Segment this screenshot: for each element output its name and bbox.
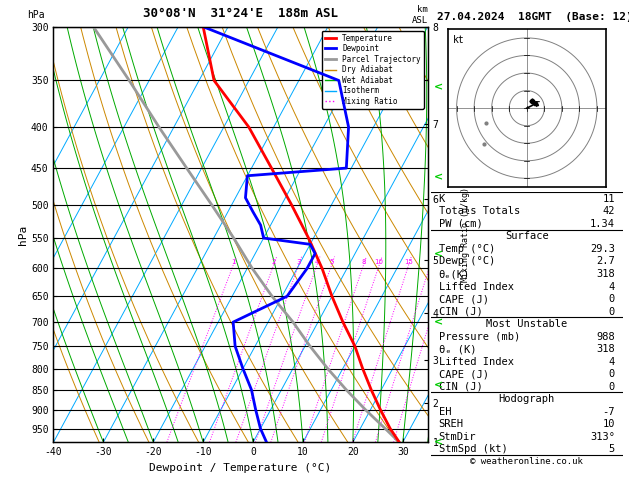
Text: <: < (434, 82, 443, 92)
Text: 313°: 313° (590, 432, 615, 442)
Text: StmDir: StmDir (438, 432, 476, 442)
Text: <: < (434, 437, 443, 447)
Text: 0: 0 (609, 294, 615, 304)
Text: θₑ(K): θₑ(K) (438, 269, 470, 279)
Text: PW (cm): PW (cm) (438, 219, 482, 229)
Text: <: < (434, 249, 443, 259)
X-axis label: Dewpoint / Temperature (°C): Dewpoint / Temperature (°C) (150, 463, 331, 473)
Text: 27.04.2024  18GMT  (Base: 12): 27.04.2024 18GMT (Base: 12) (437, 12, 629, 22)
Text: K: K (438, 194, 445, 204)
Text: 4: 4 (609, 357, 615, 367)
Text: StmSpd (kt): StmSpd (kt) (438, 444, 508, 454)
Text: 11: 11 (603, 194, 615, 204)
Text: Pressure (mb): Pressure (mb) (438, 331, 520, 342)
Text: CIN (J): CIN (J) (438, 382, 482, 392)
Text: Temp (°C): Temp (°C) (438, 244, 495, 254)
Text: Dewp (°C): Dewp (°C) (438, 257, 495, 266)
Text: 318: 318 (596, 269, 615, 279)
Text: 42: 42 (603, 207, 615, 216)
Text: 1: 1 (231, 260, 235, 265)
Text: Surface: Surface (505, 231, 548, 242)
Text: <: < (434, 380, 443, 390)
Text: 0: 0 (609, 369, 615, 379)
Text: 1.34: 1.34 (590, 219, 615, 229)
Text: Hodograph: Hodograph (499, 394, 555, 404)
Text: Most Unstable: Most Unstable (486, 319, 567, 329)
Text: CAPE (J): CAPE (J) (438, 294, 489, 304)
Text: 988: 988 (596, 331, 615, 342)
Text: 5: 5 (329, 260, 333, 265)
Text: 15: 15 (404, 260, 413, 265)
Text: θₑ (K): θₑ (K) (438, 344, 476, 354)
Text: SREH: SREH (438, 419, 464, 429)
Y-axis label: hPa: hPa (18, 225, 28, 244)
Text: <: < (434, 318, 443, 328)
Text: 3: 3 (296, 260, 301, 265)
Text: -7: -7 (603, 407, 615, 417)
Text: Lifted Index: Lifted Index (438, 281, 513, 292)
Text: 30°08'N  31°24'E  188m ASL: 30°08'N 31°24'E 188m ASL (143, 7, 338, 20)
Text: <: < (434, 172, 443, 182)
Text: 4: 4 (314, 260, 319, 265)
Text: Lifted Index: Lifted Index (438, 357, 513, 367)
Text: 2.7: 2.7 (596, 257, 615, 266)
Text: CAPE (J): CAPE (J) (438, 369, 489, 379)
Text: hPa: hPa (27, 11, 45, 20)
Text: 2: 2 (271, 260, 276, 265)
Text: 29.3: 29.3 (590, 244, 615, 254)
Text: 0: 0 (609, 382, 615, 392)
Text: 10: 10 (374, 260, 384, 265)
Text: Totals Totals: Totals Totals (438, 207, 520, 216)
Legend: Temperature, Dewpoint, Parcel Trajectory, Dry Adiabat, Wet Adiabat, Isotherm, Mi: Temperature, Dewpoint, Parcel Trajectory… (321, 31, 424, 109)
Text: Mixing Ratio (g/kg): Mixing Ratio (g/kg) (460, 187, 470, 282)
Text: kt: kt (452, 35, 464, 46)
Text: 4: 4 (609, 281, 615, 292)
Text: CIN (J): CIN (J) (438, 307, 482, 316)
Text: © weatheronline.co.uk: © weatheronline.co.uk (470, 457, 583, 466)
Text: 0: 0 (609, 307, 615, 316)
Text: km
ASL: km ASL (411, 5, 428, 25)
Text: 8: 8 (361, 260, 365, 265)
Text: 5: 5 (609, 444, 615, 454)
Text: EH: EH (438, 407, 451, 417)
Text: 10: 10 (603, 419, 615, 429)
Text: 318: 318 (596, 344, 615, 354)
